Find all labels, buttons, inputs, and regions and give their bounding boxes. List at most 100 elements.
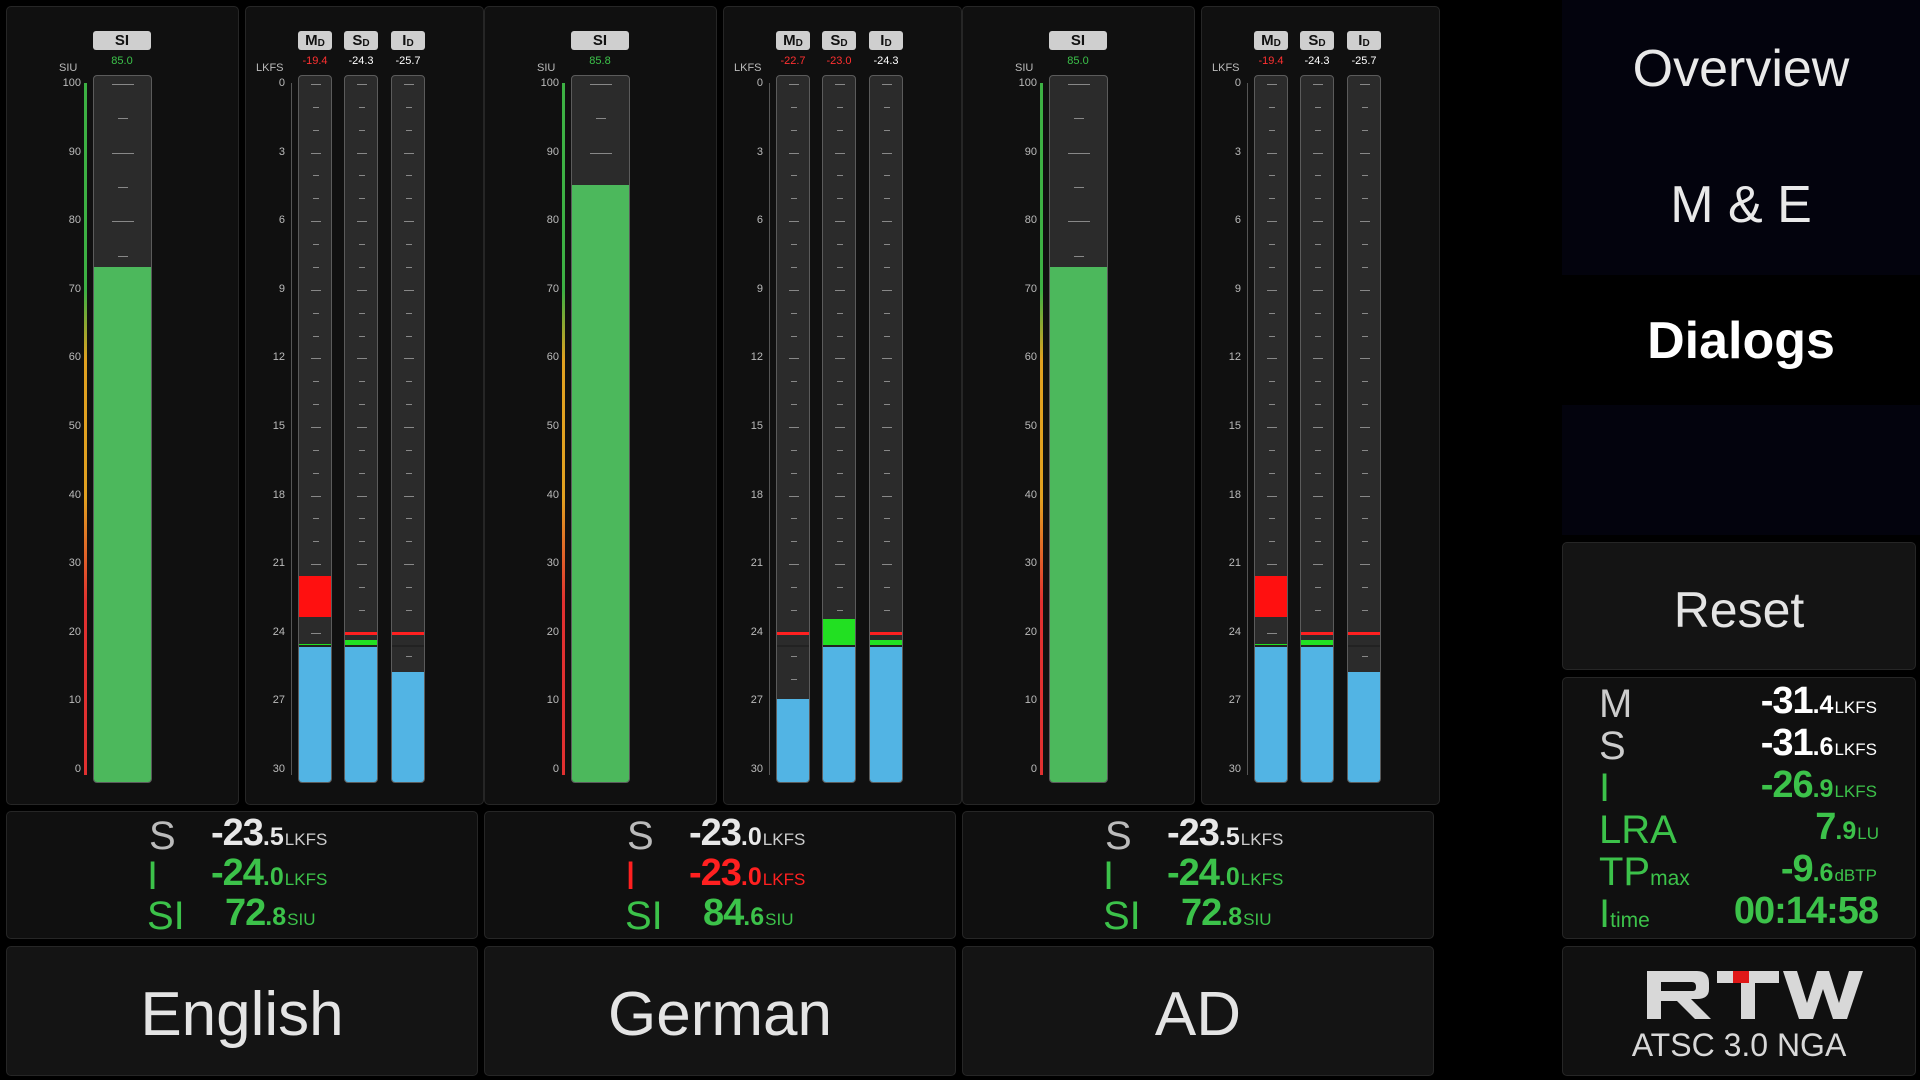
value-int: -23	[689, 852, 742, 894]
value-int: -23	[211, 812, 264, 854]
reset-label: Reset	[1673, 582, 1805, 638]
summary-label: LRA	[1599, 808, 1677, 852]
nav-m-and-e[interactable]: M & E	[1562, 135, 1920, 275]
meter-s-button[interactable]: SD	[822, 31, 856, 50]
bar-tick	[1315, 244, 1321, 246]
bar-tick	[882, 564, 892, 566]
bar-tick	[404, 84, 414, 85]
summary-label: I	[1599, 766, 1611, 810]
bar-tick	[1362, 312, 1368, 314]
bar-tick	[791, 312, 797, 314]
bar-tick	[882, 358, 892, 360]
readout-si-label: SI	[147, 894, 185, 938]
meter-s-button[interactable]: SD	[1300, 31, 1334, 50]
lkfs-scale-line	[769, 83, 770, 775]
bar-tick	[311, 84, 321, 85]
bar-tick	[1074, 255, 1084, 257]
bar-tick	[837, 587, 843, 589]
meter-m-button[interactable]: MD	[298, 31, 332, 50]
bar-tick	[311, 289, 321, 291]
lkfs-tick-label: 0	[1234, 77, 1241, 89]
target-line	[1301, 645, 1333, 648]
readout-si-label: SI	[1103, 894, 1141, 938]
loudness-bar	[344, 75, 378, 783]
loudness-meter-panel: LKFS 0 3 6 9 12 15 18 21 24 27 30 MD -22.7 SD -23.0 ID -2…	[723, 6, 962, 805]
bar-tick	[884, 129, 890, 131]
bar-tick	[1315, 266, 1321, 268]
target-line	[392, 645, 424, 648]
si-button[interactable]: SI	[1049, 31, 1107, 50]
loudness-bar	[1300, 75, 1334, 783]
bar-tick	[359, 541, 365, 543]
language-label: AD	[1154, 980, 1242, 1049]
si-tick-label: 80	[1024, 214, 1037, 227]
bar-tick	[884, 106, 890, 108]
target-line	[870, 645, 902, 648]
nav-dialogs[interactable]: Dialogs	[1562, 275, 1920, 405]
si-button[interactable]: SI	[571, 31, 629, 50]
si-scale-line	[1040, 83, 1043, 775]
value-unit: LKFS	[1240, 830, 1284, 849]
bar-tick	[884, 587, 890, 589]
lkfs-tick-label: 18	[1228, 488, 1241, 501]
bar-tick	[837, 312, 843, 314]
si-tick-label: 70	[546, 282, 559, 295]
lkfs-tick-label: 9	[1234, 282, 1241, 295]
si-button[interactable]: SI	[93, 31, 151, 50]
meter-m-button[interactable]: MD	[1254, 31, 1288, 50]
meter-i-button[interactable]: ID	[1347, 31, 1381, 50]
meter-s-button[interactable]: SD	[344, 31, 378, 50]
value-dec: .6	[743, 903, 765, 931]
language-button-german[interactable]: German	[484, 946, 956, 1076]
lkfs-tick-label: 24	[1228, 625, 1241, 638]
meter-sub: D	[840, 38, 848, 49]
bar-tick	[1269, 198, 1275, 200]
target-line	[1255, 645, 1287, 648]
si-tick-label: 10	[1024, 694, 1037, 707]
readout-i-value: -24.0LKFS	[1167, 852, 1283, 895]
bar-tick	[359, 312, 365, 314]
si-meter-panel: SI 85.0 SIU 100 90 80 70 60 50 40 30 20 10 0	[6, 6, 239, 805]
bar-tick	[359, 244, 365, 246]
meter-m-button[interactable]: MD	[776, 31, 810, 50]
bar-tick	[1269, 472, 1275, 474]
level-fill-blue	[1255, 645, 1287, 782]
bar-tick	[1362, 472, 1368, 474]
bar-tick	[837, 198, 843, 200]
bar-tick	[1267, 358, 1277, 360]
bar-tick	[1360, 289, 1370, 291]
language-button-ad[interactable]: AD	[962, 946, 1434, 1076]
si-tick-label: 20	[68, 625, 81, 638]
reset-button[interactable]: Reset	[1562, 542, 1916, 670]
bar-tick	[837, 472, 843, 474]
nav-overview[interactable]: Overview	[1562, 0, 1920, 135]
bar-tick	[1362, 609, 1368, 611]
summary-value: -31.4LKFS	[1760, 680, 1877, 722]
bar-tick	[406, 518, 412, 520]
bar-tick	[112, 152, 134, 154]
bar-tick	[596, 118, 606, 120]
language-button-english[interactable]: English	[6, 946, 478, 1076]
value-int: -23	[689, 812, 742, 854]
level-fill-blue	[1348, 671, 1380, 782]
bar-tick	[1315, 541, 1321, 543]
meter-value: -25.7	[1351, 55, 1377, 67]
readout-si-value: 72.8SIU	[225, 892, 315, 935]
bar-tick	[1315, 472, 1321, 474]
loudness-bar	[776, 75, 810, 783]
brand-panel: ATSC 3.0 NGA	[1562, 946, 1916, 1076]
meter-i-button[interactable]: ID	[869, 31, 903, 50]
bar-tick	[1269, 449, 1275, 451]
value-int: -24	[211, 852, 264, 894]
si-tick-label: 80	[546, 214, 559, 227]
readout-s-label: S	[149, 814, 176, 858]
value-int: -24	[1167, 852, 1220, 894]
readout-s-label: S	[627, 814, 654, 858]
si-value: 85.0	[111, 55, 133, 67]
si-tick-label: 0	[552, 763, 559, 775]
value-dec: .5	[1218, 823, 1240, 851]
bar-tick	[1269, 106, 1275, 108]
readout-i-label: I	[625, 854, 637, 898]
meter-i-button[interactable]: ID	[391, 31, 425, 50]
meter-value: -24.3	[873, 55, 899, 67]
